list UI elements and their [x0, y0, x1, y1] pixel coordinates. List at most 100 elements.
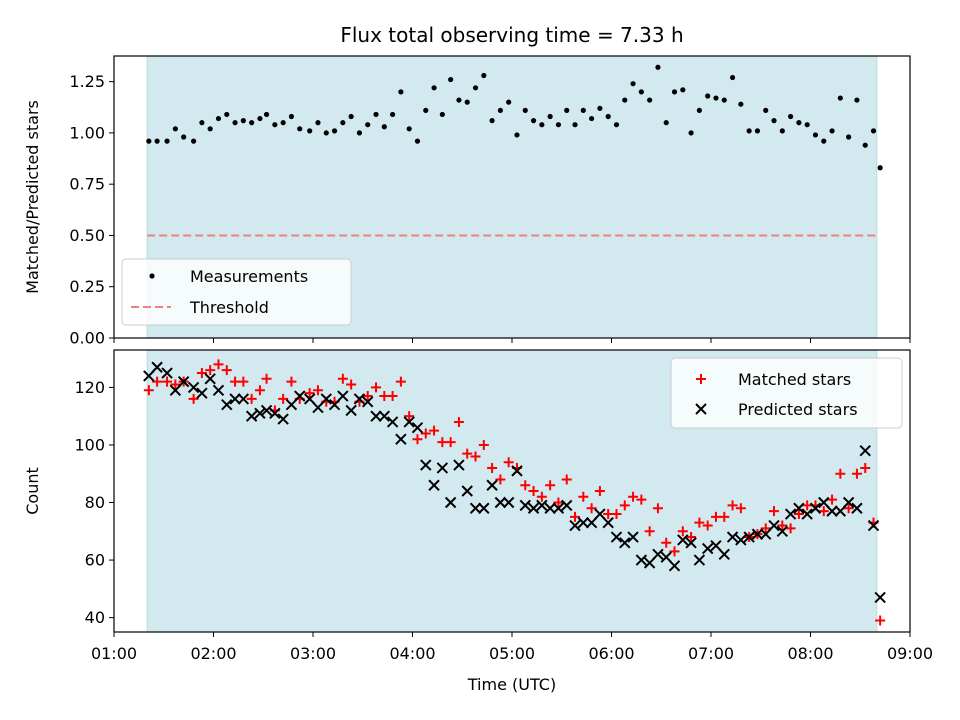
data-point	[719, 511, 730, 522]
data-point	[294, 390, 306, 402]
legend-label-predicted: Predicted stars	[738, 400, 858, 419]
data-point	[514, 132, 520, 138]
data-point	[436, 462, 449, 474]
data-point	[862, 142, 868, 148]
y-tick-label: 0.00	[69, 329, 105, 348]
data-point	[788, 113, 794, 120]
data-point	[272, 122, 278, 128]
data-point	[464, 99, 470, 105]
data-point	[371, 382, 382, 393]
y-axis-label: Count	[23, 467, 42, 515]
data-point	[769, 506, 780, 517]
data-point	[188, 393, 199, 404]
data-point	[835, 468, 846, 479]
data-point	[818, 496, 830, 509]
x-axis-label: Time (UTC)	[467, 675, 556, 694]
data-point	[304, 388, 315, 399]
data-point	[721, 97, 727, 103]
data-point	[320, 393, 332, 405]
x-tick-label: 05:00	[489, 644, 535, 663]
data-point	[779, 128, 785, 134]
data-point	[619, 537, 631, 549]
data-point	[586, 503, 597, 514]
data-point	[345, 404, 357, 417]
data-point	[638, 89, 644, 95]
data-point	[751, 528, 764, 540]
data-point	[628, 491, 639, 502]
data-point	[743, 531, 755, 543]
data-point	[870, 128, 877, 134]
top-panel: 0.00 0.25 0.50 0.75 1.00 1.25 Matched/Predicte…	[23, 23, 911, 348]
data-point	[643, 557, 656, 569]
y-tick-label: 0.25	[69, 277, 105, 296]
data-point	[489, 118, 495, 124]
data-point	[627, 531, 639, 543]
data-point	[303, 393, 316, 405]
data-point	[854, 97, 860, 103]
data-point	[580, 107, 586, 113]
data-point	[456, 97, 462, 103]
data-point	[527, 502, 540, 514]
data-point	[213, 359, 224, 370]
data-point	[771, 118, 777, 124]
data-point	[502, 496, 515, 509]
data-point	[843, 503, 854, 514]
data-point	[353, 393, 366, 405]
y-tick-label: 100	[74, 435, 105, 454]
x-tick-label: 06:00	[588, 644, 634, 663]
data-point	[677, 534, 689, 546]
y-tick-label: 120	[74, 378, 105, 397]
data-point	[663, 120, 669, 126]
data-point	[411, 421, 424, 434]
data-point	[444, 496, 457, 509]
data-point	[152, 376, 163, 387]
data-point	[249, 120, 255, 126]
data-point	[181, 134, 187, 140]
data-point	[569, 519, 581, 532]
data-point	[404, 411, 415, 422]
data-point	[874, 591, 886, 604]
data-point	[387, 391, 398, 402]
data-point	[851, 502, 863, 514]
data-point	[610, 531, 623, 543]
data-point	[827, 494, 838, 505]
data-point	[423, 107, 429, 113]
data-point	[536, 491, 547, 502]
data-point	[652, 548, 664, 561]
legend-label-measurements: Measurements	[190, 267, 308, 286]
data-point	[187, 381, 200, 394]
data-point	[412, 434, 423, 445]
data-point	[530, 118, 537, 124]
y-tick-label: 60	[85, 551, 105, 570]
data-point	[254, 385, 265, 396]
data-point	[143, 370, 155, 382]
data-point	[570, 511, 581, 522]
x-tick-label: 03:00	[290, 644, 336, 663]
data-point	[661, 537, 672, 548]
data-point	[478, 439, 489, 450]
data-point	[478, 502, 490, 514]
data-point	[829, 128, 835, 134]
data-point	[746, 128, 752, 134]
data-point	[680, 87, 686, 93]
data-point	[503, 457, 514, 468]
data-point	[381, 124, 387, 130]
data-point	[522, 107, 528, 113]
data-point	[199, 120, 205, 126]
data-point	[785, 523, 796, 534]
data-point	[577, 516, 590, 529]
data-point	[212, 384, 225, 396]
data-point	[196, 387, 208, 399]
data-point	[602, 516, 614, 529]
data-point	[553, 497, 564, 508]
data-point	[842, 496, 855, 509]
data-point	[735, 534, 747, 546]
data-point	[285, 398, 298, 411]
legend-box	[670, 357, 903, 429]
data-point	[221, 398, 233, 411]
data-point	[362, 391, 373, 402]
data-point	[403, 416, 415, 428]
data-point	[763, 107, 769, 113]
legend-marker-predicted	[695, 403, 707, 415]
